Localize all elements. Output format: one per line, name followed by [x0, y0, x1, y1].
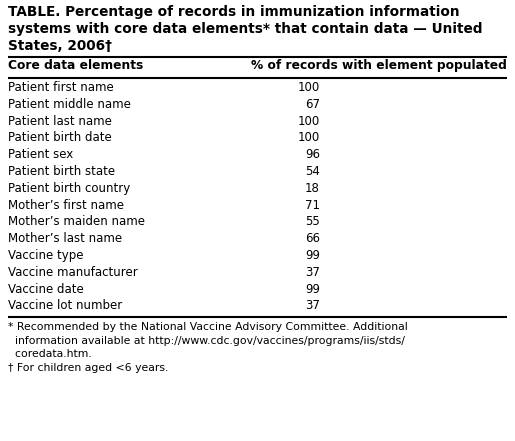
- Text: Patient middle name: Patient middle name: [8, 98, 131, 111]
- Text: 55: 55: [305, 215, 320, 228]
- Text: Patient last name: Patient last name: [8, 115, 112, 127]
- Text: States, 2006†: States, 2006†: [8, 39, 112, 53]
- Text: 100: 100: [298, 131, 320, 144]
- Text: Vaccine manufacturer: Vaccine manufacturer: [8, 266, 138, 279]
- Text: Patient sex: Patient sex: [8, 148, 73, 161]
- Text: 67: 67: [305, 98, 320, 111]
- Text: TABLE. Percentage of records in immunization information: TABLE. Percentage of records in immuniza…: [8, 5, 459, 19]
- Text: Mother’s maiden name: Mother’s maiden name: [8, 215, 145, 228]
- Text: systems with core data elements* that contain data — United: systems with core data elements* that co…: [8, 22, 483, 36]
- Text: 66: 66: [305, 232, 320, 245]
- Text: Patient birth date: Patient birth date: [8, 131, 112, 144]
- Text: 54: 54: [305, 165, 320, 178]
- Text: 99: 99: [305, 283, 320, 295]
- Text: coredata.htm.: coredata.htm.: [8, 349, 92, 359]
- Text: 18: 18: [305, 182, 320, 195]
- Text: † For children aged <6 years.: † For children aged <6 years.: [8, 363, 168, 373]
- Text: Vaccine lot number: Vaccine lot number: [8, 299, 122, 312]
- Text: Mother’s first name: Mother’s first name: [8, 198, 124, 212]
- Text: 37: 37: [305, 266, 320, 279]
- Text: * Recommended by the National Vaccine Advisory Committee. Additional: * Recommended by the National Vaccine Ad…: [8, 322, 408, 332]
- Text: information available at http://www.cdc.gov/vaccines/programs/iis/stds/: information available at http://www.cdc.…: [8, 336, 405, 346]
- Text: Core data elements: Core data elements: [8, 59, 143, 72]
- Text: Patient birth state: Patient birth state: [8, 165, 115, 178]
- Text: Patient birth country: Patient birth country: [8, 182, 130, 195]
- Text: 99: 99: [305, 249, 320, 262]
- Text: Mother’s last name: Mother’s last name: [8, 232, 122, 245]
- Text: 96: 96: [305, 148, 320, 161]
- Text: 37: 37: [305, 299, 320, 312]
- Text: 100: 100: [298, 115, 320, 127]
- Text: 71: 71: [305, 198, 320, 212]
- Text: Patient first name: Patient first name: [8, 81, 114, 94]
- Text: 100: 100: [298, 81, 320, 94]
- Text: % of records with element populated: % of records with element populated: [251, 59, 507, 72]
- Text: Vaccine type: Vaccine type: [8, 249, 83, 262]
- Text: Vaccine date: Vaccine date: [8, 283, 84, 295]
